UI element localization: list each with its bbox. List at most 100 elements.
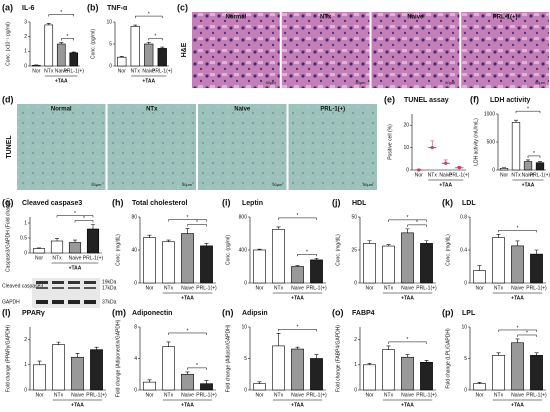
column-label: Naive	[407, 15, 424, 21]
error-bar	[147, 234, 152, 238]
bar	[401, 232, 414, 284]
x-tick-label: Naive	[291, 285, 304, 291]
y-axis-label: Conc. (mg/dL)	[115, 234, 121, 266]
significance-label: *	[407, 337, 409, 343]
blot-band	[68, 287, 80, 289]
error-bar	[166, 341, 171, 347]
panel-label: (d)	[2, 94, 14, 104]
y-tick-label: 5	[464, 356, 467, 362]
group-label: +TAA	[69, 265, 82, 271]
error-bar	[515, 338, 520, 343]
y-tick-label: 2	[24, 34, 27, 40]
y-tick-label: 0.8	[460, 214, 467, 220]
blot-band	[68, 300, 80, 304]
x-tick-label: Naive	[71, 392, 84, 398]
x-tick-label: NTx	[494, 285, 504, 291]
column-label: NTx	[320, 15, 332, 21]
significance-label: *	[306, 250, 308, 256]
bar	[144, 43, 154, 67]
blot-band	[36, 281, 48, 284]
significance-bracket	[278, 329, 317, 332]
chart-title: HDL	[352, 200, 367, 207]
x-tick-label: Nor	[35, 255, 43, 261]
x-tick-label: PRL-1(+)	[416, 392, 437, 398]
group-label: +TAA	[291, 402, 304, 408]
error-bar	[424, 240, 429, 244]
group-label: +TAA	[439, 182, 452, 188]
significance-bracket	[168, 219, 207, 222]
group-label: +TAA	[401, 295, 414, 301]
error-bar	[46, 23, 51, 25]
x-tick-label: NTx	[44, 68, 54, 74]
y-axis-label: Fold change (LPL/GAPDH)	[445, 328, 451, 389]
error-bar	[477, 265, 482, 271]
significance-bracket	[297, 254, 317, 257]
significance-bracket	[388, 219, 427, 222]
bar	[50, 240, 64, 254]
significance-label: *	[67, 34, 69, 40]
blot-row-label: Cleaved caspase3	[2, 283, 43, 289]
y-tick-label: 5	[244, 356, 247, 362]
significance-bracket	[61, 38, 74, 41]
x-tick-label: NTx	[164, 285, 174, 291]
significance-label: *	[297, 213, 299, 219]
x-tick-label: PRL-1(+)	[196, 392, 217, 398]
y-tick-label: 0	[134, 387, 137, 393]
y-tick-label: 1000	[484, 111, 495, 117]
y-axis-label: Fold change (Adipsin/GAPDH)	[225, 324, 231, 392]
bar	[181, 233, 194, 284]
bar	[420, 243, 433, 284]
chart-title: PPARγ	[22, 310, 45, 317]
blot-band	[84, 281, 96, 284]
significance-label: *	[407, 215, 409, 221]
significance-bracket	[278, 217, 317, 220]
significance-label: *	[416, 220, 418, 226]
chart-title: TNF-α	[107, 5, 128, 12]
significance-label: *	[187, 328, 189, 334]
significance-label: *	[526, 330, 528, 336]
blot-size-label: 19kDa	[102, 279, 117, 285]
x-tick-label: NTx	[131, 68, 141, 74]
error-bar	[55, 238, 59, 241]
error-bar	[276, 333, 281, 346]
scale-bar-label: 50µm	[363, 182, 374, 187]
y-axis-label: Conc. (mg/dL)	[445, 234, 451, 266]
bar	[511, 342, 524, 391]
bar	[420, 361, 433, 391]
error-bar	[386, 244, 391, 247]
x-tick-label: PRL-1(+)	[152, 68, 173, 74]
significance-label: *	[74, 211, 76, 217]
bar	[117, 56, 127, 67]
error-bar	[405, 228, 410, 233]
x-tick-label: Naive	[522, 172, 535, 178]
error-bar	[160, 46, 165, 49]
error-bar	[185, 228, 190, 234]
error-bar	[514, 119, 518, 123]
error-bar	[204, 243, 209, 246]
bar	[44, 24, 54, 67]
significance-bracket	[56, 215, 94, 218]
bar	[530, 355, 543, 391]
y-tick-label: 10	[106, 19, 112, 25]
bar	[68, 242, 82, 254]
x-tick-label: Nor	[145, 392, 153, 398]
blot-band	[36, 300, 48, 304]
x-tick-label: Naive	[439, 172, 452, 178]
blot-band	[52, 281, 64, 284]
bar	[200, 383, 213, 391]
x-tick-label: PRL-1(+)	[526, 285, 547, 291]
x-tick-label: Naive	[181, 285, 194, 291]
chart-title: LDL	[462, 200, 476, 207]
blot-row-label: GAPDH	[2, 299, 20, 305]
bar	[200, 245, 213, 284]
bar	[162, 241, 175, 284]
x-tick-label: Naive	[511, 392, 524, 398]
blot-band	[36, 287, 48, 289]
blot-band	[84, 287, 96, 289]
stain-label: H&E	[181, 42, 188, 57]
y-axis-label: LDH activity (mU/mL)	[473, 118, 479, 166]
y-axis-label: Positive cell (%)	[387, 124, 393, 160]
error-bar	[146, 41, 151, 44]
significance-bracket	[74, 220, 94, 223]
